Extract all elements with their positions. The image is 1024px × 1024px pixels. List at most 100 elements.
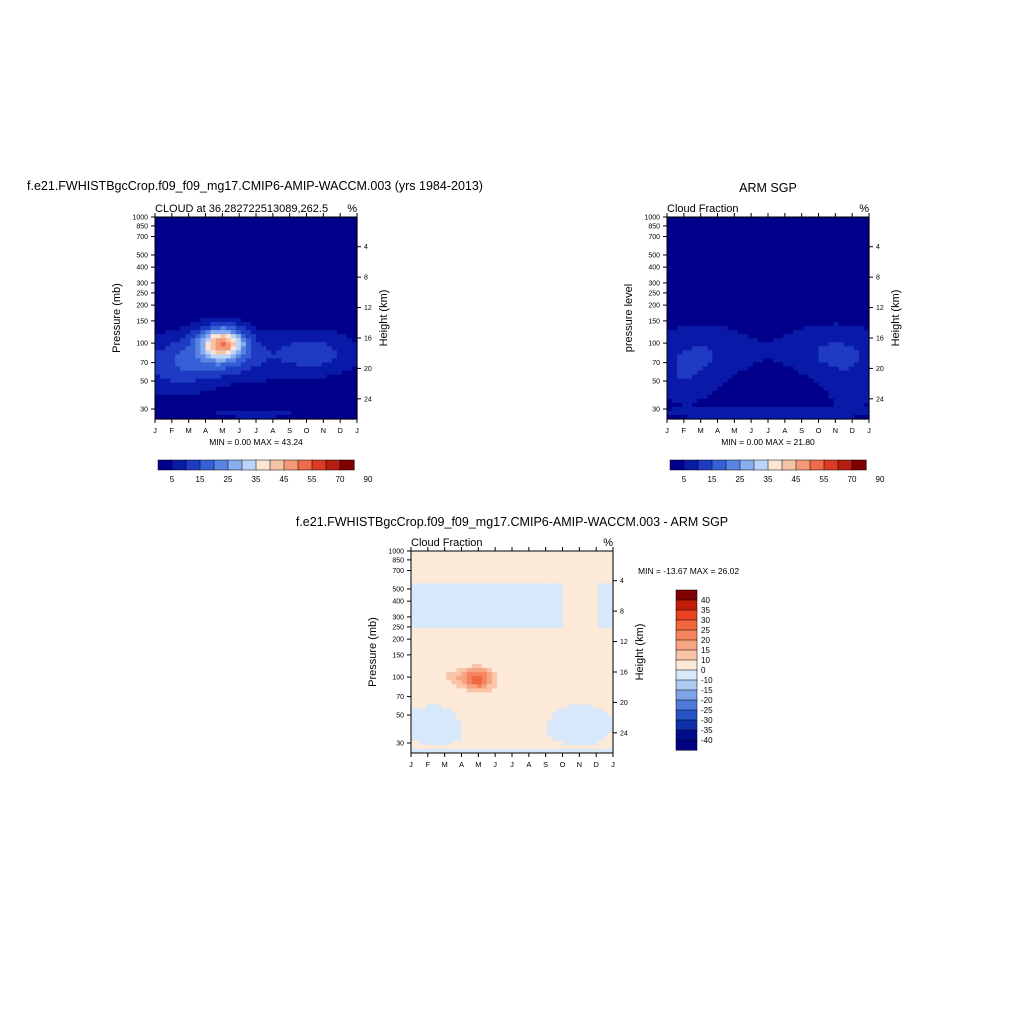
heatmap-cell xyxy=(261,233,267,238)
heatmap-cell xyxy=(175,249,181,254)
heatmap-cell xyxy=(235,253,242,258)
heatmap-cell xyxy=(481,559,488,564)
heatmap-cell xyxy=(346,277,353,283)
heatmap-cell xyxy=(823,334,830,339)
heatmap-cell xyxy=(165,370,171,376)
heatmap-cell xyxy=(727,265,734,271)
heatmap-cell xyxy=(351,374,358,380)
heatmap-cell xyxy=(210,370,217,376)
heatmap-cell xyxy=(281,402,287,408)
heatmap-cell xyxy=(306,289,313,295)
heatmap-cell xyxy=(170,358,176,364)
heatmap-cell xyxy=(281,229,287,234)
heatmap-cell xyxy=(742,217,749,222)
heatmap-cell xyxy=(235,281,242,287)
heatmap-cell xyxy=(170,414,176,420)
heatmap-cell xyxy=(818,334,825,339)
heatmap-cell xyxy=(190,297,196,303)
heatmap-cell xyxy=(326,289,333,295)
heatmap-cell xyxy=(833,289,840,295)
heatmap-cell xyxy=(170,297,176,303)
heatmap-cell xyxy=(496,599,503,605)
heatmap-cell xyxy=(667,233,673,238)
heatmap-cell xyxy=(727,318,734,323)
heatmap-cell xyxy=(235,366,242,372)
heatmap-cell xyxy=(838,225,845,230)
heatmap-cell xyxy=(838,301,845,307)
heatmap-cell xyxy=(587,615,594,621)
heatmap-cell xyxy=(245,342,252,347)
heatmap-cell xyxy=(160,293,166,299)
heatmap-cell xyxy=(567,587,574,592)
heatmap-cell xyxy=(752,249,759,254)
heatmap-cell xyxy=(562,623,569,629)
heatmap-cell xyxy=(858,358,865,364)
heatmap-cell xyxy=(833,370,840,376)
heatmap-cell xyxy=(271,261,277,267)
heatmap-cell xyxy=(351,281,358,287)
x-tick-label: J xyxy=(355,426,359,435)
heatmap-cell xyxy=(702,257,708,263)
heatmap-cell xyxy=(677,257,683,263)
heatmap-cell xyxy=(783,358,789,364)
heatmap-cell xyxy=(456,607,463,613)
heatmap-cell xyxy=(813,217,820,222)
heatmap-cell xyxy=(788,249,794,254)
heatmap-cell xyxy=(732,330,739,335)
heatmap-cell xyxy=(250,370,257,376)
heatmap-cell xyxy=(803,289,809,295)
heatmap-cell xyxy=(717,322,724,327)
heatmap-cell xyxy=(421,619,427,625)
heatmap-cell xyxy=(180,342,186,347)
heatmap-cell xyxy=(190,229,196,234)
heatmap-cell xyxy=(572,559,579,564)
heatmap-cell xyxy=(175,326,181,331)
heatmap-cell xyxy=(170,221,176,226)
heatmap-cell xyxy=(225,406,232,412)
heatmap-cell xyxy=(798,350,804,355)
heatmap-cell xyxy=(446,567,452,572)
heatmap-cell xyxy=(557,623,564,629)
heatmap-cell xyxy=(848,309,855,315)
heatmap-cell xyxy=(557,587,564,592)
heatmap-cell xyxy=(160,330,166,335)
heatmap-cell xyxy=(818,354,825,359)
heatmap-cell xyxy=(697,221,703,226)
heatmap-cell xyxy=(321,406,328,412)
heatmap-cell xyxy=(326,402,333,408)
heatmap-cell xyxy=(788,370,794,376)
heatmap-cell xyxy=(848,233,855,238)
heatmap-cell xyxy=(456,551,463,556)
heatmap-cell xyxy=(803,305,809,311)
heatmap-cell xyxy=(793,297,799,303)
heatmap-cell xyxy=(215,342,222,347)
heatmap-cell xyxy=(833,406,840,412)
heatmap-cell xyxy=(828,414,835,420)
heatmap-cell xyxy=(808,273,815,279)
heatmap-cell xyxy=(702,378,708,384)
heatmap-cell xyxy=(291,297,297,303)
heatmap-cell xyxy=(722,334,729,339)
heatmap-cell xyxy=(301,265,308,271)
heatmap-cell xyxy=(301,402,308,408)
heatmap-cell xyxy=(190,273,196,279)
heatmap-cell xyxy=(577,599,584,605)
heatmap-cell xyxy=(773,390,779,396)
heatmap-cell xyxy=(788,362,794,368)
heatmap-cell xyxy=(471,571,478,576)
heatmap-cell xyxy=(682,245,688,250)
heatmap-cell xyxy=(215,301,222,307)
heatmap-cell xyxy=(722,414,729,420)
heatmap-cell xyxy=(747,366,754,372)
heatmap-cell xyxy=(256,281,262,287)
heatmap-cell xyxy=(441,599,447,605)
heatmap-cell xyxy=(496,587,503,592)
heatmap-cell xyxy=(185,318,191,323)
heatmap-cell xyxy=(170,322,176,327)
heatmap-cell xyxy=(235,330,242,335)
heatmap-cell xyxy=(853,354,860,359)
heatmap-cell xyxy=(863,366,870,372)
heatmap-cell xyxy=(316,289,323,295)
heatmap-cell xyxy=(762,217,769,222)
heatmap-cell xyxy=(245,386,252,392)
